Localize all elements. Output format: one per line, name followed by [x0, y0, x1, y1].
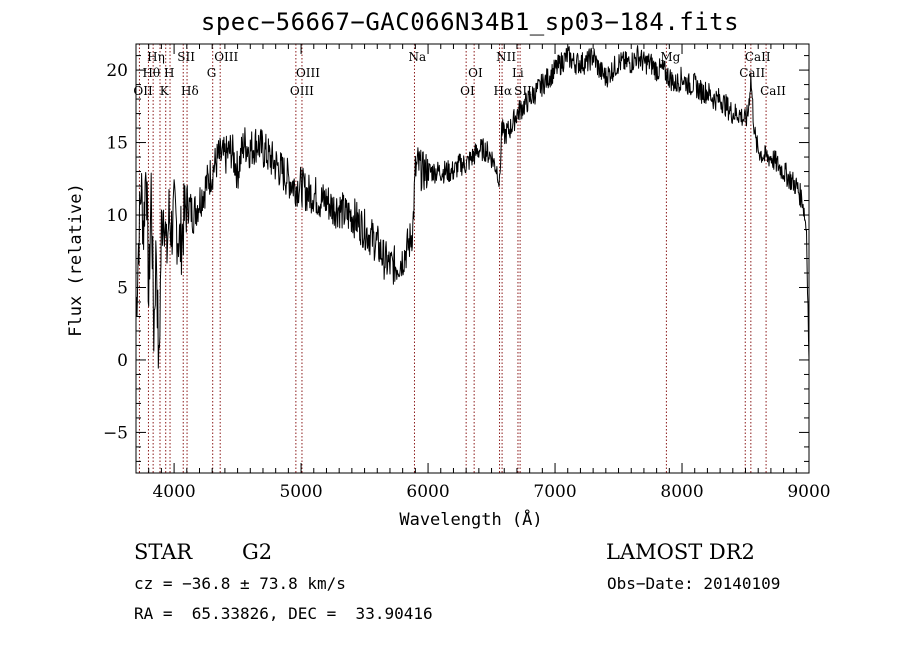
y-axis-label: Flux (relative) [66, 183, 86, 337]
spectral-line-label: Hδ [181, 84, 199, 98]
spectral-line-label: OII [133, 84, 153, 98]
spectral-line-label: Mg [660, 50, 680, 64]
spectral-line-label: H [164, 66, 174, 80]
chart-title: spec−56667−GAC066N34B1_sp03−184.fits [200, 8, 740, 36]
spectrum-line [135, 45, 810, 369]
spectral-line-label: Li [512, 66, 524, 80]
redshift-info: cz = −36.8 ± 73.8 km/s [134, 574, 346, 593]
x-tick-label: 4000 [152, 482, 195, 502]
y-tick-label: 20 [106, 61, 128, 81]
y-axis: −5 0 5 10 15 20 [103, 55, 809, 462]
x-axis: 4000 5000 6000 7000 8000 9000 [135, 44, 831, 502]
object-class: STAR [134, 540, 193, 564]
spectral-line-label: CaII [745, 50, 771, 64]
spectral-line-label: SII [514, 84, 532, 98]
y-tick-label: 5 [117, 278, 128, 298]
spectral-line-markers [138, 44, 767, 473]
survey-name: LAMOST DR2 [606, 540, 755, 564]
spectral-line-label: Hη [147, 50, 165, 64]
coordinates: RA = 65.33826, DEC = 33.90416 [134, 604, 433, 623]
x-tick-label: 5000 [279, 482, 322, 502]
spectral-line-label: OI [468, 66, 483, 80]
spectral-line-label: Hθ [142, 66, 160, 80]
spectral-line-label: Hα [494, 84, 513, 98]
spectral-line-label: Na [408, 50, 426, 64]
spectral-line-label: SII [177, 50, 195, 64]
plot-frame [135, 43, 810, 474]
spectral-line-label: OIII [290, 84, 314, 98]
y-tick-label: −5 [103, 423, 128, 443]
spectral-line-label: K [160, 84, 170, 98]
spectral-line-label: OIII [296, 66, 320, 80]
y-tick-label: 0 [117, 351, 128, 371]
spectral-line-label: CaII [760, 84, 786, 98]
spectrum-series [135, 45, 810, 369]
x-tick-label: 7000 [533, 482, 576, 502]
x-tick-label: 6000 [406, 482, 449, 502]
spectral-line-label: NII [496, 50, 516, 64]
x-tick-label: 8000 [660, 482, 703, 502]
y-tick-label: 15 [106, 134, 128, 154]
y-tick-label: 10 [106, 206, 128, 226]
spectral-line-label: CaII [739, 66, 765, 80]
spectral-line-label: OI [460, 84, 475, 98]
spectral-line-label: G [207, 66, 217, 80]
x-axis-label: Wavelength (Å) [399, 510, 543, 530]
x-tick-label: 9000 [787, 482, 830, 502]
object-subclass: G2 [242, 540, 273, 564]
spectral-line-label: OIII [214, 50, 238, 64]
observation-date: Obs−Date: 20140109 [607, 574, 781, 593]
